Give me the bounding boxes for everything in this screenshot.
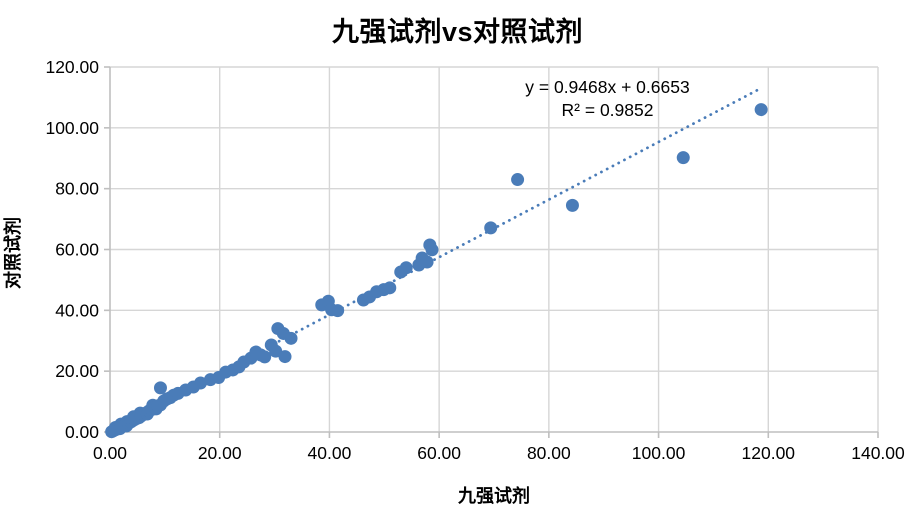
data-point [754,103,768,117]
x-tick-label: 140.00 [851,443,905,463]
chart-title: 九强试剂vs对照试剂 [331,17,584,47]
x-tick-label: 40.00 [308,443,352,463]
data-point [278,350,292,364]
r-squared-value: R² = 0.9852 [561,100,654,120]
x-tick-label: 0.00 [93,443,127,463]
x-tick-label: 120.00 [742,443,796,463]
x-axis-title: 九强试剂 [458,486,530,506]
y-tick-label: 100.00 [45,118,99,138]
y-tick-label: 40.00 [55,300,99,320]
data-point [676,151,690,165]
y-tick-label: 60.00 [55,240,99,260]
data-point [331,304,345,318]
y-tick-label: 0.00 [65,422,99,442]
x-tick-label: 60.00 [417,443,461,463]
data-point [420,255,434,269]
y-tick-label: 80.00 [55,179,99,199]
data-point [565,198,579,212]
trendline-annotation: y = 0.9468x + 0.6653 R² = 0.9852 [495,76,720,122]
y-axis-title: 对照试剂 [3,217,23,289]
x-tick-label: 20.00 [198,443,242,463]
data-point [258,350,272,364]
trendline-equation: y = 0.9468x + 0.6653 [525,77,690,97]
data-point [284,331,298,345]
data-point [383,281,397,295]
x-tick-label: 80.00 [527,443,571,463]
y-tick-label: 20.00 [55,361,99,381]
x-tick-label: 100.00 [632,443,686,463]
data-point [511,173,525,187]
data-point [153,381,167,395]
data-point [484,221,498,235]
data-point [399,261,413,275]
data-point [194,376,208,390]
y-tick-label: 120.00 [45,57,99,77]
data-point [425,243,439,257]
